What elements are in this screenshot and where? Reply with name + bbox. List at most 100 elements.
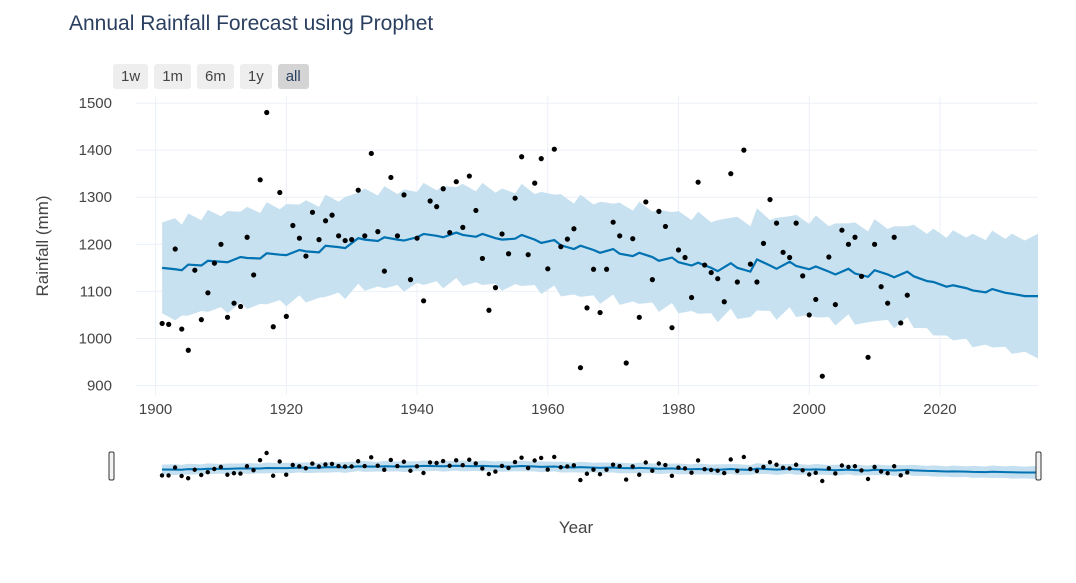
range-slider-point [754, 468, 760, 474]
range-slider-point [519, 455, 524, 460]
range-slider-point [715, 468, 720, 473]
range-slider-point [486, 471, 492, 477]
range-slider-point [663, 462, 668, 468]
range-slider-point [192, 467, 197, 472]
range-slider-point [525, 465, 531, 471]
observed-point [322, 218, 329, 224]
range-slider-point [905, 470, 910, 475]
range-slider-point [290, 462, 295, 468]
observed-point [479, 255, 486, 262]
observed-point [342, 237, 348, 244]
observed-point [675, 247, 682, 253]
range-slider-point [368, 455, 374, 460]
observed-point [688, 294, 695, 301]
observed-point [728, 171, 734, 177]
observed-point [643, 199, 649, 205]
range-slider-point [362, 463, 367, 469]
observed-point [499, 231, 505, 237]
observed-point [649, 277, 655, 283]
range-slider-point [310, 461, 315, 466]
range-slider-point [329, 461, 335, 467]
x-tick-label: 2020 [923, 401, 956, 418]
range-slider-point [761, 464, 766, 470]
observed-point [819, 373, 825, 379]
range-slider-point [375, 463, 380, 468]
observed-point [545, 266, 551, 272]
range-slider-right-handle[interactable] [1035, 451, 1042, 481]
observed-point [264, 109, 270, 116]
observed-point [231, 300, 237, 306]
range-slider-point [637, 472, 642, 477]
y-tick-label: 1300 [79, 189, 112, 206]
range-button-all[interactable]: all [277, 64, 309, 89]
range-slider-point [545, 467, 550, 472]
range-slider-point [316, 464, 322, 469]
range-slider-point [166, 473, 171, 478]
observed-point [192, 267, 198, 273]
observed-point [251, 272, 257, 278]
range-slider-point [872, 464, 877, 470]
observed-point [604, 266, 610, 272]
observed-point [296, 235, 303, 241]
range-slider-left-handle[interactable] [108, 451, 115, 481]
observed-point [179, 326, 185, 332]
observed-point [852, 234, 858, 240]
y-tick-label: 900 [87, 378, 112, 395]
observed-point [303, 253, 309, 259]
range-slider-point [401, 459, 407, 464]
range-button-1m[interactable]: 1m [154, 64, 192, 89]
chart-title: Annual Rainfall Forecast using Prophet [69, 12, 434, 35]
y-tick-label: 1200 [79, 236, 112, 253]
observed-point [656, 208, 662, 214]
observed-point [702, 262, 708, 268]
observed-point [898, 320, 904, 326]
range-slider-point [891, 464, 897, 469]
range-slider-point [597, 472, 603, 477]
observed-point [329, 212, 335, 218]
range-slider-point [199, 472, 204, 478]
observed-point [362, 233, 368, 239]
range-button-1y[interactable]: 1y [239, 64, 272, 89]
range-slider-point [205, 469, 210, 475]
range-button-6m[interactable]: 6m [197, 64, 234, 89]
range-slider-point [748, 466, 753, 472]
range-slider-point [780, 465, 786, 471]
observed-point [826, 254, 832, 260]
range-slider-point [159, 473, 165, 478]
observed-point [741, 147, 747, 153]
observed-point [891, 234, 897, 240]
range-slider-point [499, 463, 505, 469]
range-slider-point [682, 466, 688, 471]
range-slider-point [558, 465, 563, 470]
observed-point [257, 177, 263, 183]
range-slider[interactable] [108, 450, 1042, 492]
observed-point [845, 241, 852, 247]
range-slider-point [885, 471, 890, 476]
range-slider-point [865, 476, 871, 482]
range-slider-point [284, 472, 289, 477]
range-slider-point [767, 460, 773, 465]
range-slider-point [218, 464, 224, 470]
observed-point [440, 186, 446, 192]
range-slider-point [336, 463, 341, 469]
range-slider-point [342, 464, 348, 469]
range-button-1w[interactable]: 1w [113, 64, 149, 89]
observed-point [492, 285, 499, 291]
range-slider-point [414, 464, 420, 469]
range-slider-point [793, 462, 799, 467]
range-slider-point [512, 459, 518, 465]
range-slider-point [212, 466, 217, 472]
observed-point [715, 276, 721, 282]
uncertainty-band [162, 182, 1039, 359]
range-slider-point [806, 472, 812, 477]
range-slider-point [839, 463, 845, 468]
observed-point [878, 284, 884, 290]
observed-point [218, 241, 224, 247]
observed-point [185, 347, 191, 353]
range-slider-point [578, 477, 583, 483]
observed-point [434, 204, 440, 210]
observed-point [375, 229, 381, 235]
range-slider-point [434, 460, 439, 466]
x-tick-label: 1980 [662, 401, 695, 418]
observed-point [427, 198, 433, 204]
